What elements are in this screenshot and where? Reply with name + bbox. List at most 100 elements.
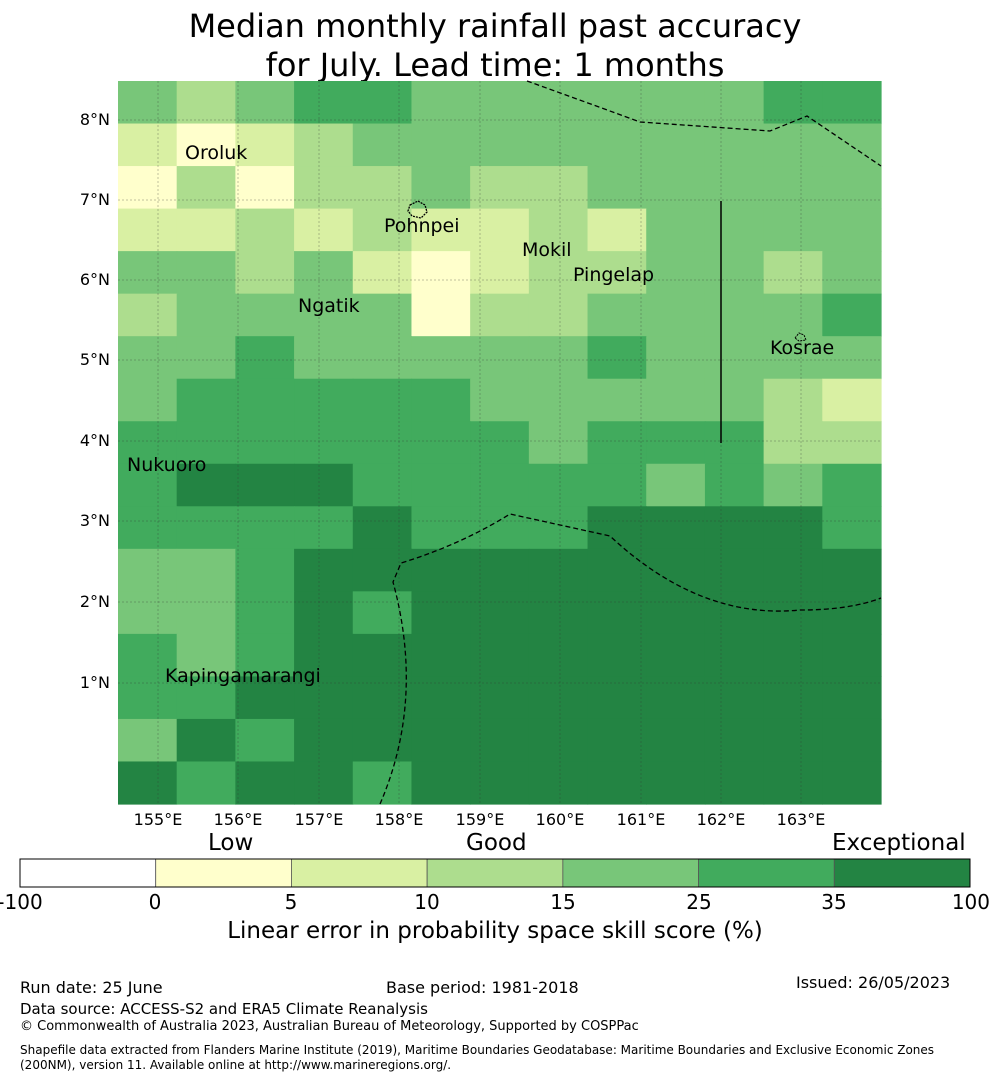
grid-cell [352,293,413,337]
lat-tick-5n: 5°N [79,350,110,369]
grid-cell [646,548,706,592]
grid-cell [118,718,178,763]
grid-cell [528,208,589,252]
grid-cell [646,208,706,252]
grid-cell [235,378,295,422]
grid-cell [176,378,236,422]
grid-cell [763,336,823,380]
grid-cell [176,718,236,763]
grid-cell [352,548,413,592]
grid-cell [411,378,471,422]
grid-cell [763,421,823,465]
grid-cell [470,378,530,422]
grid-cell [763,591,823,635]
grid-cell [646,166,706,210]
grid-cell [587,336,647,380]
grid-cell [235,81,295,125]
grid-cell [822,761,882,805]
grid-cell [352,761,413,805]
lon-tick-162e: 162°E [696,810,746,829]
grid-cell [763,208,823,252]
grid-cell [176,81,236,125]
grid-cell [646,676,706,720]
colorbar-segment [698,858,835,888]
grid-cell [294,208,354,252]
grid-cell [176,208,236,252]
grid-cell [176,633,236,678]
grid-cell [646,633,706,678]
grid-cell [235,293,295,337]
grid-cell [470,761,530,805]
grid-cell [411,421,471,465]
legend-category-good: Good [466,830,527,856]
grid-cell [704,718,765,763]
grid-cell [704,761,765,805]
pohnpei-island-outline [407,200,428,219]
grid-cell [176,548,236,592]
grid-cell [822,81,882,125]
grid-cell [118,463,178,507]
grid-cell [118,293,178,337]
grid-cell [411,166,471,210]
grid-cell [294,591,354,635]
grid-cell [646,761,706,805]
place-label-nukuoro: Nukuoro [127,454,207,476]
grid-cell [294,676,354,720]
lat-tick-4n: 4°N [79,431,110,450]
grid-cell [763,676,823,720]
grid-cell [411,293,471,337]
grid-cell [528,293,589,337]
grid-cell [646,378,706,422]
grid-cell [470,506,530,550]
lat-tick-3n: 3°N [79,511,110,530]
grid-cell [411,676,471,720]
grid-cell [176,336,236,380]
grid-cell [587,506,647,550]
grid-cell [352,676,413,720]
grid-cell [528,81,589,125]
grid-cell [470,463,530,507]
grid-cell [176,591,236,635]
colorbar-segment [19,858,157,888]
grid-cell [294,336,354,380]
lat-tick-6n: 6°N [79,270,110,289]
grid-cell [411,251,471,295]
grid-cell [646,123,706,167]
grid-cell [294,506,354,550]
grid-cell [822,251,882,295]
grid-cell [646,591,706,635]
grid-cell [235,166,295,210]
grid-cell [118,591,178,635]
grid-cell [763,251,823,295]
grid-cell [528,421,589,465]
grid-cell [352,378,413,422]
grid-cell [294,421,354,465]
lon-tick-160e: 160°E [535,810,585,829]
grid-cell [470,251,530,295]
grid-cell [176,251,236,295]
grid-cell [704,378,765,422]
grid-cell [118,421,178,465]
grid-cell [470,123,530,167]
lon-tick-155e: 155°E [133,810,183,829]
grid-cell [763,378,823,422]
grid-cell [470,293,530,337]
place-label-mokil: Mokil [522,239,572,261]
eez-boundary-north [526,80,882,167]
grid-cell [235,676,295,720]
kosrae-island-outline [794,332,807,342]
grid-cell [411,718,471,763]
grid-cell [411,506,471,550]
grid-cell [235,633,295,678]
grid-cell [763,548,823,592]
place-label-ngatik: Ngatik [298,295,360,317]
grid-cell [587,378,647,422]
run-date: Run date: 25 June [20,978,163,997]
grid-cell [294,548,354,592]
colorbar-segment [155,858,292,888]
skill-grid [118,81,882,805]
grid-cell [411,81,471,125]
colorbar-tick: 5 [284,890,298,914]
grid-cell [704,591,765,635]
